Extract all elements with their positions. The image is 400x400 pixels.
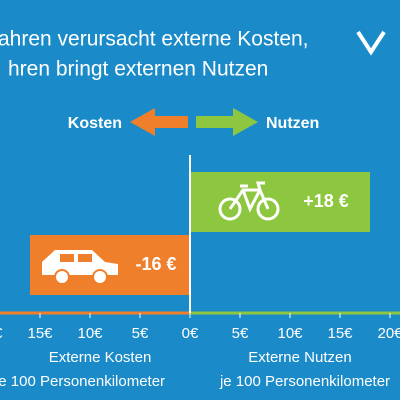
car-window bbox=[60, 254, 74, 262]
x-axis-title: Externe Nutzen bbox=[248, 349, 351, 366]
annotation: Kosten bbox=[68, 115, 122, 132]
x-tick-label: 10€ bbox=[77, 325, 103, 342]
bike-wheel bbox=[256, 197, 280, 221]
x-axis-title: je 100 Personenkilometer bbox=[219, 373, 390, 390]
logo bbox=[356, 30, 386, 56]
x-tick-label: 15€ bbox=[327, 325, 353, 342]
title-line: hren bringt externen Nutzen bbox=[8, 58, 268, 81]
x-tick-label: 5€ bbox=[132, 325, 149, 342]
value-label: +18 € bbox=[303, 191, 349, 211]
value-label: -16 € bbox=[135, 254, 176, 274]
bike-icon bbox=[218, 181, 280, 221]
car-icon bbox=[42, 250, 118, 285]
x-tick-label: 0€ bbox=[182, 325, 199, 342]
bar bbox=[190, 172, 370, 232]
x-tick-label: 20€ bbox=[377, 325, 400, 342]
x-tick-label: 10€ bbox=[277, 325, 303, 342]
x-tick-label: 15€ bbox=[27, 325, 53, 342]
car-wheel bbox=[92, 269, 108, 285]
x-axis-title: Externe Kosten bbox=[49, 349, 152, 366]
arrow-left bbox=[130, 108, 188, 136]
car-window bbox=[78, 254, 92, 262]
x-axis-title: je 100 Personenkilometer bbox=[0, 373, 165, 390]
bike-frame bbox=[228, 181, 270, 213]
title-line: ahren verursacht externe Kosten, bbox=[0, 28, 309, 51]
x-tick-label: 20€ bbox=[0, 325, 3, 342]
arrow-right bbox=[196, 108, 258, 136]
annotation: Nutzen bbox=[266, 115, 319, 132]
x-tick-label: 5€ bbox=[232, 325, 249, 342]
car-wheel bbox=[54, 269, 70, 285]
bike-wheel bbox=[218, 197, 242, 221]
